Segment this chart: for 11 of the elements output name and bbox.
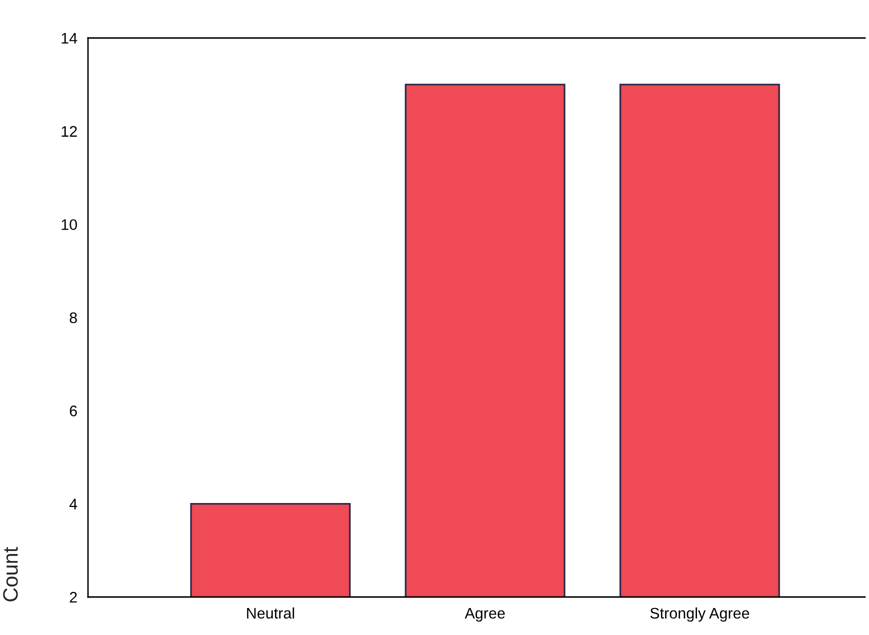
x-tick-label: Strongly Agree	[650, 607, 750, 622]
y-tick-label: 2	[70, 592, 77, 603]
y-tick-label: 10	[62, 219, 77, 230]
y-tick-label: 8	[70, 312, 77, 324]
y-tick-label: 14	[62, 33, 78, 44]
x-tick-label: Neutral	[247, 607, 294, 619]
y-axis-title: Count	[3, 546, 18, 602]
y-tick-label: 6	[70, 406, 77, 416]
y-tick-label: 12	[62, 126, 77, 137]
x-tick-label: Agree	[464, 608, 505, 622]
y-tick-label: 4	[69, 498, 78, 510]
